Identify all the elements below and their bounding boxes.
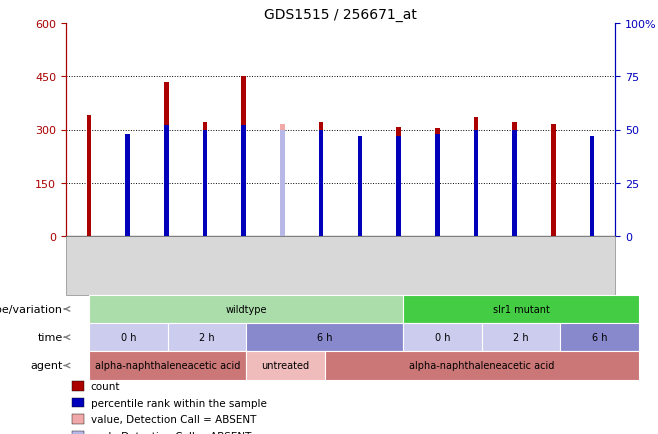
Bar xyxy=(126,135,130,237)
Title: GDS1515 / 256671_at: GDS1515 / 256671_at xyxy=(264,7,417,21)
Bar xyxy=(513,130,517,237)
Bar xyxy=(126,150,130,237)
Bar xyxy=(590,137,594,237)
Text: alpha-naphthaleneacetic acid: alpha-naphthaleneacetic acid xyxy=(95,361,241,371)
Bar xyxy=(435,128,440,237)
Text: 2 h: 2 h xyxy=(513,332,529,342)
Text: 0 h: 0 h xyxy=(121,332,136,342)
Text: alpha-naphthaleneacetic acid: alpha-naphthaleneacetic acid xyxy=(409,361,555,371)
Bar xyxy=(203,123,207,237)
Bar xyxy=(551,125,555,237)
Text: 2 h: 2 h xyxy=(199,332,215,342)
Bar xyxy=(435,135,440,237)
Bar xyxy=(164,82,168,237)
Bar xyxy=(241,77,246,237)
Text: agent: agent xyxy=(30,361,63,371)
Bar xyxy=(319,130,324,237)
Bar xyxy=(513,123,517,237)
Text: untreated: untreated xyxy=(261,361,310,371)
Bar xyxy=(590,151,594,237)
Text: 6 h: 6 h xyxy=(317,332,332,342)
Text: genotype/variation: genotype/variation xyxy=(0,304,63,314)
Bar xyxy=(87,116,91,237)
Text: rank, Detection Call = ABSENT: rank, Detection Call = ABSENT xyxy=(91,431,251,434)
Bar xyxy=(474,118,478,237)
Bar xyxy=(357,137,362,237)
Text: percentile rank within the sample: percentile rank within the sample xyxy=(91,398,266,408)
Text: count: count xyxy=(91,381,120,391)
Bar xyxy=(357,141,362,237)
Bar xyxy=(164,126,168,237)
Text: wildtype: wildtype xyxy=(226,304,267,314)
Bar xyxy=(203,130,207,237)
Text: slr1 mutant: slr1 mutant xyxy=(493,304,549,314)
Text: 6 h: 6 h xyxy=(592,332,607,342)
Text: 0 h: 0 h xyxy=(435,332,450,342)
Bar xyxy=(396,137,401,237)
Bar xyxy=(396,127,401,237)
Text: time: time xyxy=(38,332,63,342)
Bar xyxy=(280,130,285,237)
Bar xyxy=(241,126,246,237)
Text: value, Detection Call = ABSENT: value, Detection Call = ABSENT xyxy=(91,414,256,424)
Bar xyxy=(280,125,285,237)
Bar xyxy=(474,130,478,237)
Bar xyxy=(319,123,324,237)
